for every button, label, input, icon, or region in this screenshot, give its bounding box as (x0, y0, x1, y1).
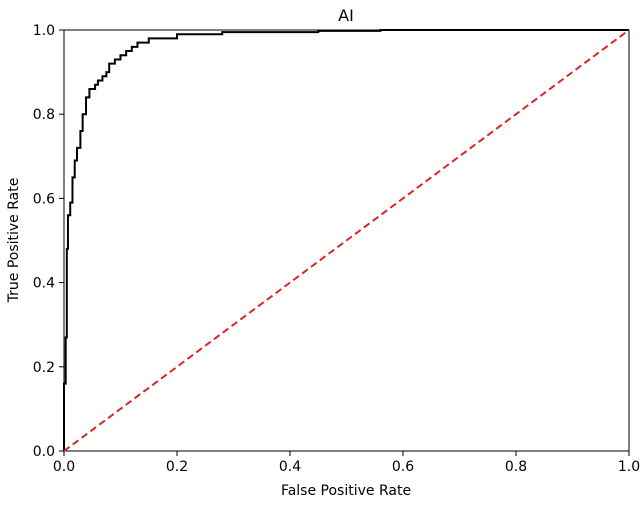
x-tick-label: 0.2 (166, 459, 188, 475)
y-tick-label: 0.4 (33, 276, 55, 292)
x-tick-label: 0.8 (505, 459, 527, 475)
chart-title: AI (338, 6, 354, 25)
chance-diagonal-line (63, 29, 630, 452)
y-tick-label: 0.8 (33, 107, 55, 123)
x-axis-ticks: 0.0 0.2 0.4 0.6 0.8 1.0 (53, 451, 640, 475)
y-axis-label: True Positive Rate (6, 178, 22, 304)
y-axis-ticks: 0.0 0.2 0.4 0.6 0.8 1.0 (33, 23, 64, 460)
x-tick-label: 0.0 (53, 459, 75, 475)
y-tick-label: 0.2 (33, 360, 55, 376)
x-tick-label: 1.0 (618, 459, 640, 475)
y-tick-label: 0.0 (33, 444, 55, 460)
x-tick-label: 0.6 (392, 459, 414, 475)
roc-curve-line (63, 29, 629, 451)
series-layer (63, 29, 630, 452)
x-axis-label: False Positive Rate (281, 483, 411, 499)
x-tick-label: 0.4 (279, 459, 301, 475)
y-tick-label: 0.6 (33, 191, 55, 207)
y-tick-label: 1.0 (33, 23, 55, 39)
